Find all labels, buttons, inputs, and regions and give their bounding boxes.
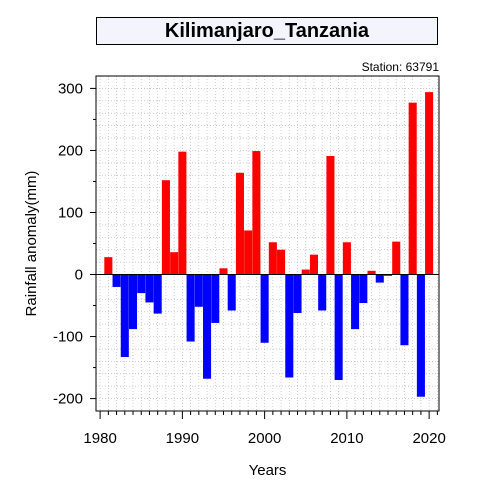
y-tick-label: -100 [53,329,83,346]
bar-2019 [416,274,425,397]
bar-1986 [145,274,154,303]
bar-2008 [326,156,335,275]
axis-layer: 300 200 100 0 -100 -200 1980 1990 2000 2010 2020 [53,80,446,447]
x-tick-label: 2020 [412,430,445,447]
x-axis-label: Years [249,462,287,479]
bar-1987 [153,274,162,314]
bar-1985 [137,274,146,294]
bar-2004 [293,274,302,313]
bar-2020 [425,92,434,275]
bar-2003 [285,274,294,378]
x-tick-label: 1980 [83,430,116,447]
x-tick-label: 1990 [166,430,199,447]
y-tick-label: 0 [75,267,83,284]
bar-2011 [351,274,360,330]
y-tick-label: 200 [58,142,83,159]
bar-1984 [128,274,138,330]
bar-2017 [400,274,409,346]
bar-2006 [309,254,319,275]
bars-layer [104,92,434,397]
bar-2016 [392,241,401,275]
x-tick-label: 2010 [330,430,363,447]
station-label: Station: 63791 [362,60,440,74]
bar-1993 [203,274,212,379]
y-tick-label: 300 [58,80,83,97]
y-tick-label: -200 [53,391,83,408]
bar-1989 [170,252,179,275]
bar-2000 [260,274,269,343]
y-axis-label: Rainfall anomaly(mm) [23,171,40,317]
bar-2005 [301,269,310,275]
bar-2009 [334,274,343,380]
bar-1995 [219,268,228,275]
bar-1998 [244,230,253,275]
bar-1991 [186,274,195,342]
bar-1981 [104,257,113,275]
bar-2018 [408,102,417,275]
bar-1990 [178,151,187,275]
bar-2007 [318,274,327,311]
bar-1994 [211,274,220,323]
bar-1982 [112,274,121,287]
bar-2014 [375,274,384,283]
bar-1996 [227,274,236,311]
grid-layer [96,75,439,411]
bar-1997 [235,172,244,275]
x-tick-label: 2000 [248,430,281,447]
plot-frame [95,75,440,412]
bar-1983 [120,274,129,358]
chart-title: Kilimanjaro_Tanzania [164,19,370,42]
bar-2015 [383,274,393,276]
y-tick-label: 100 [58,204,83,221]
bar-1992 [194,274,203,307]
bar-2001 [268,242,277,275]
bar-2010 [342,242,351,275]
bar-2002 [277,249,286,275]
bar-1999 [252,151,261,275]
chart-title-box: Kilimanjaro_Tanzania [96,17,438,45]
bar-2013 [367,270,376,275]
bar-1988 [161,180,170,275]
bar-2012 [359,274,368,304]
